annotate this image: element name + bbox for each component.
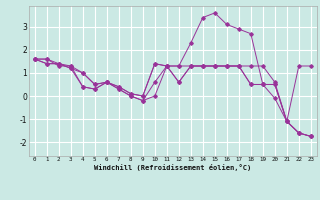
X-axis label: Windchill (Refroidissement éolien,°C): Windchill (Refroidissement éolien,°C) xyxy=(94,164,252,171)
